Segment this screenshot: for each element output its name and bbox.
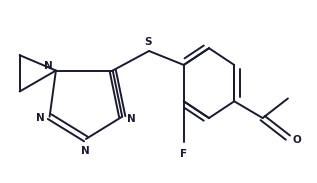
Text: N: N xyxy=(127,114,136,124)
Text: S: S xyxy=(145,37,152,47)
Text: N: N xyxy=(36,113,45,123)
Text: F: F xyxy=(179,149,187,159)
Text: N: N xyxy=(81,146,90,156)
Text: O: O xyxy=(293,135,301,145)
Text: N: N xyxy=(44,61,53,71)
